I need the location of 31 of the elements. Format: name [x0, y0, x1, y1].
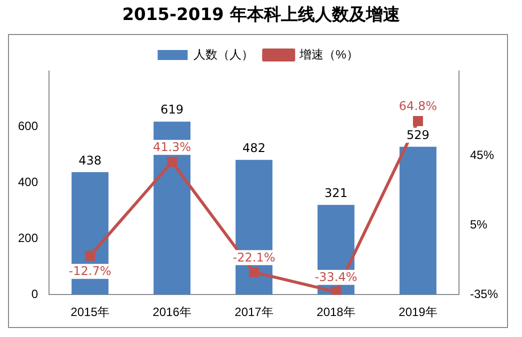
data-label: 482 — [242, 141, 266, 156]
point — [248, 267, 260, 278]
legend-label: 增速（%） — [298, 47, 358, 62]
point — [412, 116, 424, 126]
data-label: -12.7% — [68, 264, 112, 278]
data-label: -33.4% — [314, 270, 358, 284]
point — [84, 250, 96, 261]
y2-tick-label: 5% — [470, 217, 488, 232]
bar — [400, 146, 436, 295]
x-tick-label: 2016年 — [152, 305, 192, 320]
data-label: 321 — [324, 186, 348, 200]
data-label: 619 — [160, 102, 184, 117]
y-tick-label: 400 — [18, 175, 38, 190]
point — [166, 156, 178, 167]
y-tick-label: 200 — [18, 231, 38, 246]
legend-label: 人数（人） — [194, 47, 254, 62]
x-tick-label: 2015年 — [70, 305, 110, 320]
x-tick-label: 2017年 — [234, 305, 274, 320]
data-label: 41.3% — [152, 140, 192, 154]
data-label: 438 — [78, 153, 102, 168]
x-tick-label: 2019年 — [398, 305, 438, 320]
chart-title: 2015-2019 年本科上线人数及增速 — [121, 4, 401, 27]
point — [330, 286, 342, 295]
y-tick-label: 0 — [31, 286, 38, 301]
y-tick-label: 600 — [18, 119, 38, 134]
data-label: -22.1% — [232, 250, 276, 264]
x-tick-label: 2018年 — [316, 305, 356, 320]
data-label: 64.8% — [398, 99, 438, 114]
y2-tick-label: -35% — [470, 286, 498, 301]
data-label: 529 — [406, 128, 430, 142]
y2-tick-label: 45% — [470, 148, 494, 162]
